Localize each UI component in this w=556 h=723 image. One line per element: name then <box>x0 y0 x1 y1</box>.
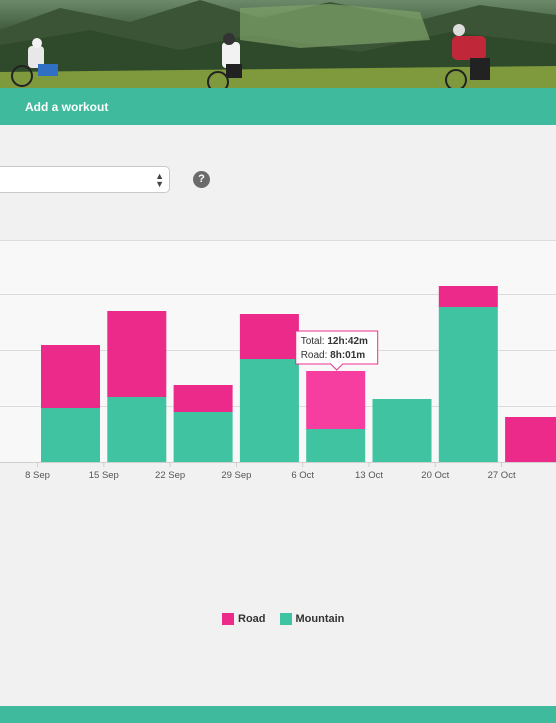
tooltip-box <box>295 330 379 371</box>
bar-road-6[interactable] <box>438 286 498 307</box>
bar-mountain-5[interactable] <box>372 399 432 462</box>
legend-label-mountain: Mountain <box>295 613 345 625</box>
bar-mountain-1[interactable] <box>107 397 167 462</box>
bar-mountain-2[interactable] <box>173 412 233 462</box>
nav-bar: Add a workout <box>0 88 556 125</box>
bar-mountain-4[interactable] <box>306 429 366 462</box>
cyclist-left <box>11 38 58 87</box>
bar-mountain-0[interactable] <box>41 408 100 462</box>
bar-mountain-6[interactable] <box>438 307 498 462</box>
workout-chart: 8 Sep 15 Sep 22 Sep 29 Sep 6 Oct 13 Oct 20 Oct… <box>0 240 556 625</box>
chart-legend: Road Mountain <box>222 613 358 625</box>
cyclist-middle <box>207 33 242 88</box>
stacked-bar-chart: 8 Sep 15 Sep 22 Sep 29 Sep 6 Oct 13 Oct 20 Oct… <box>0 240 556 481</box>
select-arrows-icon: ▲ ▼ <box>155 171 164 189</box>
x-tick-label: 15 Sep <box>89 470 119 481</box>
bar-road-7[interactable] <box>505 417 556 462</box>
tooltip-total: Total: 12h:42m <box>301 336 368 347</box>
tooltip-road: Road: 8h:01m <box>301 350 366 361</box>
legend-swatch-road <box>222 613 234 625</box>
x-tick-label: 29 Sep <box>221 470 251 481</box>
x-tick-label: 6 Oct <box>291 470 314 481</box>
x-tick-label: 22 Sep <box>155 470 185 481</box>
bar-mountain-3[interactable] <box>239 359 299 462</box>
bar-road-1[interactable] <box>107 311 167 397</box>
x-tick-label: 20 Oct <box>421 470 449 481</box>
x-tick-label: 8 Sep <box>25 470 50 481</box>
bar-road-4[interactable] <box>306 371 366 429</box>
x-tick-label: 13 Oct <box>355 470 383 481</box>
bar-road-0[interactable] <box>41 345 100 408</box>
legend-item-mountain[interactable]: Mountain <box>279 613 345 625</box>
bar-road-3[interactable] <box>239 314 299 359</box>
cyclist-right <box>445 24 490 88</box>
footer-bar <box>0 706 556 723</box>
cyclists-photo <box>0 0 556 88</box>
legend-label-road: Road <box>238 613 266 625</box>
header-banner-photo <box>0 0 556 88</box>
main-content: ▲ ▼ ? 8 Sep 15 Sep 22 Sep 29 Sep 6 Oct 13 Oct 2… <box>0 125 556 723</box>
period-select[interactable]: ▲ ▼ <box>0 166 170 193</box>
legend-item-road[interactable]: Road <box>222 613 266 625</box>
question-mark-icon[interactable]: ? <box>193 171 210 188</box>
x-tick-label: 27 Oct <box>488 470 516 481</box>
add-workout-link[interactable]: Add a workout <box>25 100 109 114</box>
legend-swatch-mountain <box>279 613 292 625</box>
bar-road-2[interactable] <box>173 385 233 412</box>
